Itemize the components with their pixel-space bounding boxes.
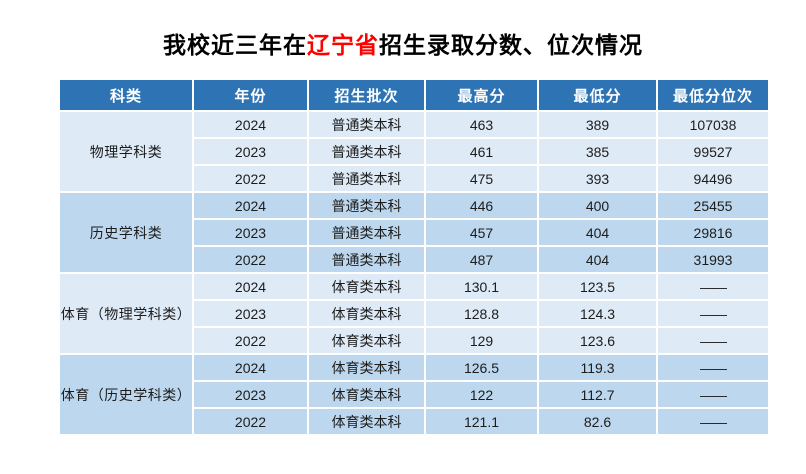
- max-score-cell: 122: [424, 380, 539, 409]
- min-rank-cell: 31993: [656, 245, 770, 274]
- min-score-cell: 123.5: [537, 272, 658, 301]
- table-row: 物理学科类 2024 普通类本科 463 389 107038: [58, 110, 770, 193]
- year-cell: 2022: [192, 164, 309, 193]
- batch-cell: 体育类本科: [307, 326, 426, 355]
- table-row: 2022 体育类本科 121.1 82.6 ——: [59, 407, 770, 436]
- min-score-cell: 404: [537, 218, 658, 247]
- min-score-cell: 385: [537, 137, 658, 166]
- batch-cell: 普通类本科: [307, 191, 426, 220]
- year-cell: 2024: [192, 272, 309, 301]
- min-score-cell: 123.6: [537, 326, 658, 355]
- page-title: 我校近三年在辽宁省招生录取分数、位次情况: [0, 0, 806, 59]
- batch-cell: 普通类本科: [307, 218, 426, 247]
- max-score-cell: 463: [424, 110, 539, 139]
- title-province-highlight: 辽宁省: [307, 32, 379, 58]
- batch-cell: 体育类本科: [307, 272, 426, 301]
- max-score-cell: 487: [424, 245, 539, 274]
- table-row: 体育（历史学科类） 2024 体育类本科 126.5 119.3 ——: [58, 353, 770, 436]
- min-rank-cell: ——: [656, 380, 770, 409]
- min-score-cell: 119.3: [537, 353, 658, 382]
- min-rank-cell: 29816: [656, 218, 770, 247]
- min-rank-cell: 94496: [656, 164, 770, 193]
- year-cell: 2023: [192, 137, 309, 166]
- min-score-cell: 112.7: [537, 380, 658, 409]
- min-rank-cell: ——: [656, 299, 770, 328]
- max-score-cell: 129: [424, 326, 539, 355]
- title-prefix: 我校近三年在: [163, 32, 307, 58]
- year-cell: 2022: [192, 326, 309, 355]
- table-body: 物理学科类 2024 普通类本科 463 389 107038 2023 普通类本科 461 38…: [58, 110, 770, 436]
- min-rank-cell: 99527: [656, 137, 770, 166]
- table-row: 体育（物理学科类） 2024 体育类本科 130.1 123.5 ——: [58, 272, 770, 355]
- column-header-min-score: 最低分: [537, 78, 658, 112]
- batch-cell: 普通类本科: [307, 137, 426, 166]
- category-cell: 历史学科类: [58, 191, 194, 274]
- max-score-cell: 128.8: [424, 299, 539, 328]
- year-cell: 2024: [192, 191, 309, 220]
- min-rank-cell: ——: [656, 272, 770, 301]
- batch-cell: 普通类本科: [307, 245, 426, 274]
- year-cell: 2022: [192, 245, 309, 274]
- batch-cell: 体育类本科: [307, 380, 426, 409]
- min-score-cell: 404: [537, 245, 658, 274]
- category-cell: 体育（物理学科类）: [58, 272, 194, 355]
- max-score-cell: 475: [424, 164, 539, 193]
- batch-cell: 体育类本科: [307, 299, 426, 328]
- year-cell: 2024: [192, 353, 309, 382]
- column-header-year: 年份: [192, 78, 309, 112]
- batch-cell: 普通类本科: [307, 110, 426, 139]
- column-header-min-rank: 最低分位次: [656, 78, 770, 112]
- max-score-cell: 126.5: [424, 353, 539, 382]
- max-score-cell: 461: [424, 137, 539, 166]
- min-rank-cell: 25455: [656, 191, 770, 220]
- min-score-cell: 389: [537, 110, 658, 139]
- min-score-cell: 124.3: [537, 299, 658, 328]
- title-suffix: 招生录取分数、位次情况: [379, 32, 643, 58]
- table-row: 2023 普通类本科 457 404 29816: [59, 218, 770, 247]
- max-score-cell: 130.1: [424, 272, 539, 301]
- batch-cell: 体育类本科: [307, 353, 426, 382]
- min-score-cell: 82.6: [537, 407, 658, 436]
- year-cell: 2024: [192, 110, 309, 139]
- table-row: 历史学科类 2024 普通类本科 446 400 25455: [58, 191, 770, 274]
- batch-cell: 体育类本科: [307, 407, 426, 436]
- year-cell: 2023: [192, 299, 309, 328]
- min-rank-cell: ——: [656, 407, 770, 436]
- table-row: 2022 普通类本科 487 404 31993: [59, 245, 770, 274]
- table-row: 2022 体育类本科 129 123.6 ——: [59, 326, 770, 355]
- year-cell: 2023: [192, 380, 309, 409]
- max-score-cell: 446: [424, 191, 539, 220]
- table-row: 2022 普通类本科 475 393 94496: [59, 164, 770, 193]
- header-row: 科类 年份 招生批次 最高分 最低分 最低分位次: [58, 78, 770, 112]
- column-header-category: 科类: [58, 78, 194, 112]
- min-rank-cell: ——: [656, 326, 770, 355]
- year-cell: 2023: [192, 218, 309, 247]
- year-cell: 2022: [192, 407, 309, 436]
- min-score-cell: 393: [537, 164, 658, 193]
- category-cell: 物理学科类: [58, 110, 194, 193]
- table-row: 2023 体育类本科 122 112.7 ——: [59, 380, 770, 409]
- min-rank-cell: ——: [656, 353, 770, 382]
- column-header-batch: 招生批次: [307, 78, 426, 112]
- table-header-row: 科类 年份 招生批次 最高分 最低分 最低分位次: [58, 78, 770, 112]
- table-row: 2023 普通类本科 461 385 99527: [59, 137, 770, 166]
- max-score-cell: 121.1: [424, 407, 539, 436]
- min-rank-cell: 107038: [656, 110, 770, 139]
- admission-score-table: 科类 年份 招生批次 最高分 最低分 最低分位次 物理学科类 2024 普通类本科 463 389…: [58, 78, 770, 436]
- category-cell: 体育（历史学科类）: [58, 353, 194, 436]
- min-score-cell: 400: [537, 191, 658, 220]
- max-score-cell: 457: [424, 218, 539, 247]
- column-header-max-score: 最高分: [424, 78, 539, 112]
- batch-cell: 普通类本科: [307, 164, 426, 193]
- table-row: 2023 体育类本科 128.8 124.3 ——: [59, 299, 770, 328]
